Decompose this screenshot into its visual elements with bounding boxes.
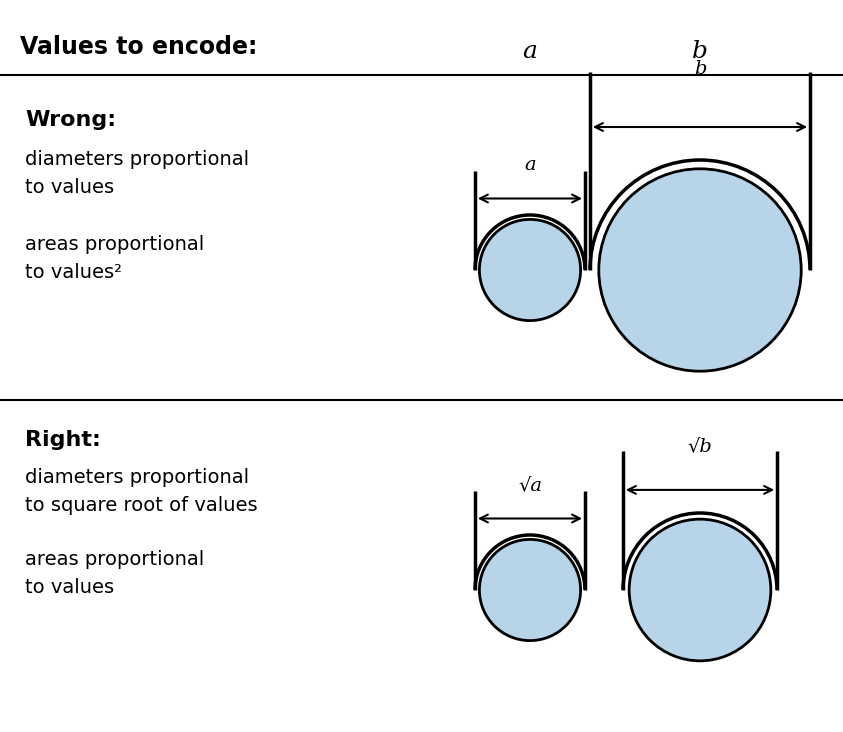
Text: √b: √b bbox=[688, 437, 712, 455]
Text: to values: to values bbox=[25, 578, 114, 597]
Text: b: b bbox=[692, 40, 708, 63]
Text: a: a bbox=[524, 156, 536, 173]
Text: diameters proportional: diameters proportional bbox=[25, 468, 250, 487]
Text: to values: to values bbox=[25, 178, 114, 197]
Text: areas proportional: areas proportional bbox=[25, 235, 204, 254]
Text: Right:: Right: bbox=[25, 430, 101, 450]
Text: Values to encode:: Values to encode: bbox=[20, 35, 257, 59]
Text: areas proportional: areas proportional bbox=[25, 550, 204, 569]
Text: to square root of values: to square root of values bbox=[25, 496, 258, 515]
Circle shape bbox=[629, 519, 771, 661]
Circle shape bbox=[480, 220, 581, 321]
Circle shape bbox=[599, 169, 801, 371]
Text: a: a bbox=[523, 40, 538, 63]
Text: Wrong:: Wrong: bbox=[25, 110, 116, 130]
Text: √a: √a bbox=[518, 476, 542, 494]
Text: b: b bbox=[694, 59, 706, 78]
Text: diameters proportional: diameters proportional bbox=[25, 150, 250, 169]
Circle shape bbox=[480, 539, 581, 640]
Text: to values²: to values² bbox=[25, 263, 122, 282]
